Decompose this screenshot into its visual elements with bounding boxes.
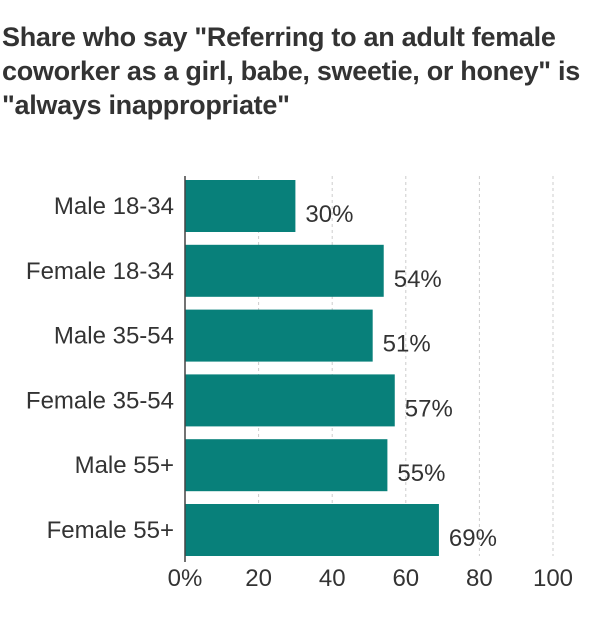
category-label: Female 18-34 [26, 258, 174, 285]
bars [185, 180, 439, 556]
bar [185, 374, 395, 427]
category-label: Male 55+ [75, 452, 174, 479]
bar [185, 244, 384, 297]
chart-title: Share who say "Referring to an adult fem… [2, 22, 580, 120]
value-label: 55% [397, 460, 445, 487]
value-label: 51% [383, 331, 431, 358]
category-label: Female 35-54 [26, 387, 174, 414]
bar [185, 439, 388, 492]
value-label: 30% [305, 201, 353, 228]
value-label: 54% [394, 266, 442, 293]
x-tick-label: 80 [466, 565, 493, 592]
labels: 0% 20 40 60 80 100 Male 18-34 30% Female 18-34 54… [26, 193, 573, 592]
x-tick-label: 0% [168, 565, 203, 592]
value-label: 57% [405, 395, 453, 422]
value-label: 69% [449, 525, 497, 552]
bar [185, 180, 296, 232]
category-label: Male 18-34 [54, 193, 174, 220]
x-tick-label: 20 [245, 565, 272, 592]
x-tick-label: 60 [392, 565, 419, 592]
x-tick-label: 40 [319, 565, 346, 592]
category-label: Male 35-54 [54, 323, 174, 350]
bar [185, 309, 373, 362]
x-tick-label: 100 [533, 565, 573, 592]
grid-lines [258, 176, 554, 556]
bar [185, 504, 439, 556]
category-label: Female 55+ [47, 517, 174, 544]
